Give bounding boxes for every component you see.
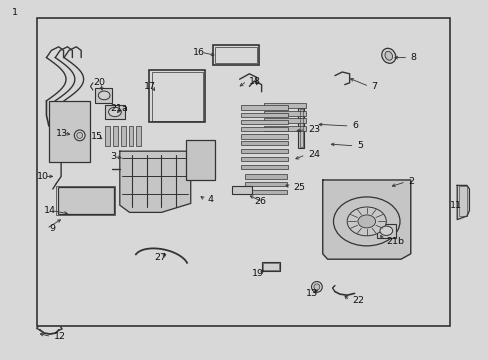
Bar: [458, 186, 467, 216]
Circle shape: [98, 91, 110, 100]
Text: 16: 16: [193, 48, 205, 57]
Bar: [58, 187, 114, 214]
Bar: [212, 45, 259, 65]
Bar: [261, 262, 280, 271]
Bar: [136, 126, 141, 146]
Text: 19: 19: [251, 269, 264, 278]
Text: 9: 9: [49, 224, 55, 233]
Ellipse shape: [311, 282, 322, 292]
Text: 4: 4: [207, 195, 213, 204]
Bar: [185, 140, 215, 180]
Bar: [105, 126, 110, 146]
Text: 26: 26: [254, 197, 266, 206]
Text: 10: 10: [37, 172, 49, 181]
Bar: [232, 186, 251, 194]
Bar: [264, 103, 305, 108]
Polygon shape: [120, 151, 190, 212]
Bar: [245, 174, 286, 179]
Text: 12: 12: [54, 332, 66, 341]
Bar: [264, 118, 305, 123]
Bar: [241, 113, 287, 117]
Bar: [128, 126, 133, 146]
Ellipse shape: [313, 284, 319, 290]
Polygon shape: [322, 180, 410, 259]
Text: 21a: 21a: [110, 104, 128, 112]
Bar: [241, 141, 287, 145]
Bar: [241, 127, 287, 131]
Ellipse shape: [77, 132, 82, 139]
Text: 15: 15: [90, 132, 102, 141]
Bar: [37, 18, 449, 326]
Bar: [264, 126, 305, 131]
Circle shape: [108, 107, 121, 117]
Text: 20: 20: [93, 78, 105, 87]
Text: 11: 11: [449, 201, 461, 210]
Polygon shape: [456, 185, 468, 220]
Text: 24: 24: [307, 150, 320, 159]
Text: 14: 14: [44, 206, 56, 215]
Bar: [241, 157, 287, 161]
Bar: [151, 72, 203, 121]
Text: 17: 17: [144, 82, 156, 91]
Text: 13: 13: [305, 289, 317, 298]
Text: 25: 25: [293, 183, 305, 192]
Circle shape: [379, 226, 392, 235]
Bar: [241, 165, 287, 169]
Bar: [121, 126, 125, 146]
Ellipse shape: [384, 51, 392, 60]
Bar: [264, 111, 305, 116]
Bar: [241, 134, 287, 139]
Bar: [263, 263, 278, 270]
Text: 3: 3: [110, 152, 116, 161]
Bar: [105, 105, 124, 119]
Bar: [299, 109, 302, 147]
Bar: [241, 105, 287, 110]
Ellipse shape: [74, 130, 85, 141]
Text: 23: 23: [307, 125, 320, 134]
Ellipse shape: [381, 48, 395, 63]
Text: 22: 22: [351, 296, 364, 305]
Bar: [95, 88, 112, 103]
Bar: [215, 47, 256, 63]
Circle shape: [346, 207, 386, 236]
Text: 8: 8: [410, 53, 416, 62]
Bar: [376, 224, 395, 238]
Bar: [245, 182, 286, 186]
Text: 1: 1: [12, 8, 18, 17]
Bar: [241, 120, 287, 124]
Text: 13: 13: [56, 129, 68, 138]
Bar: [49, 101, 90, 162]
Bar: [149, 70, 205, 122]
Text: 21b: 21b: [386, 237, 404, 246]
Text: 5: 5: [356, 141, 362, 150]
Bar: [241, 149, 287, 153]
Bar: [245, 190, 286, 194]
Text: 18: 18: [249, 77, 261, 85]
Bar: [56, 186, 115, 215]
Text: 27: 27: [154, 253, 166, 262]
Circle shape: [357, 215, 375, 228]
Text: 2: 2: [407, 177, 413, 186]
Bar: [113, 126, 118, 146]
Text: 7: 7: [371, 82, 377, 91]
Bar: [298, 108, 304, 148]
Text: 6: 6: [351, 122, 357, 130]
